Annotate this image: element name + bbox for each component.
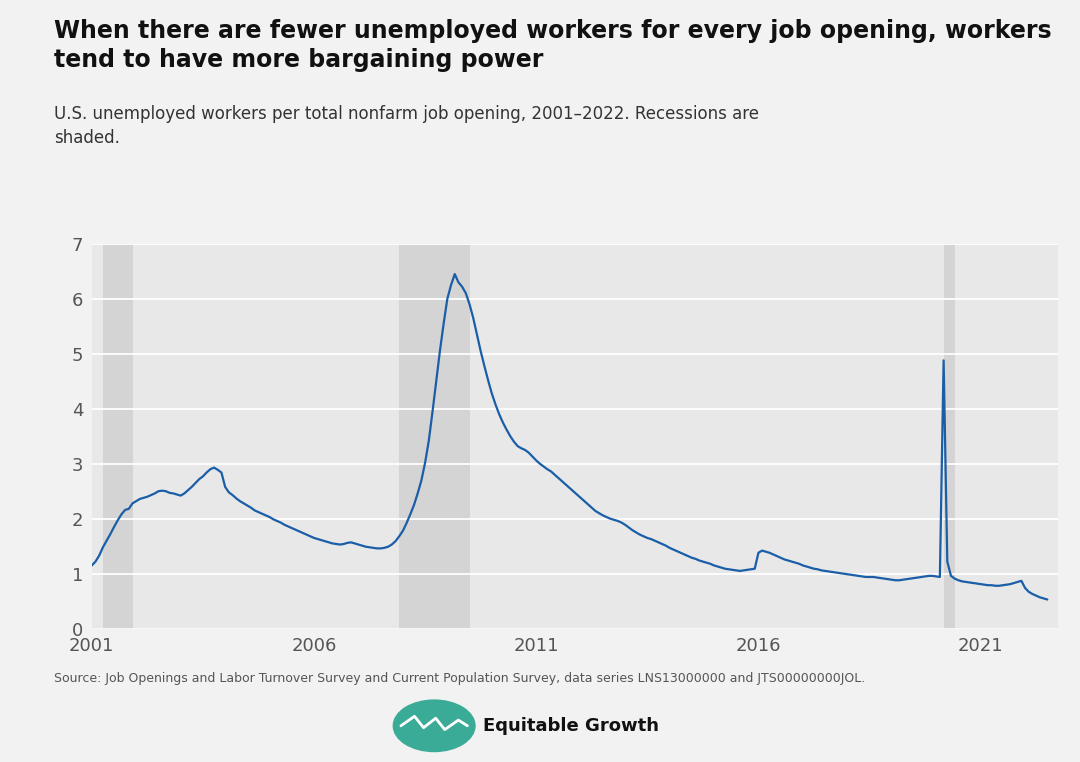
Bar: [103, 244, 133, 629]
Circle shape: [393, 700, 475, 751]
Text: Source: Job Openings and Labor Turnover Survey and Current Population Survey, da: Source: Job Openings and Labor Turnover …: [54, 672, 865, 685]
Bar: [400, 244, 470, 629]
Text: U.S. unemployed workers per total nonfarm job opening, 2001–2022. Recessions are: U.S. unemployed workers per total nonfar…: [54, 105, 759, 147]
Text: When there are fewer unemployed workers for every job opening, workers
tend to h: When there are fewer unemployed workers …: [54, 19, 1052, 72]
Text: Equitable Growth: Equitable Growth: [483, 717, 659, 735]
Bar: [944, 244, 955, 629]
